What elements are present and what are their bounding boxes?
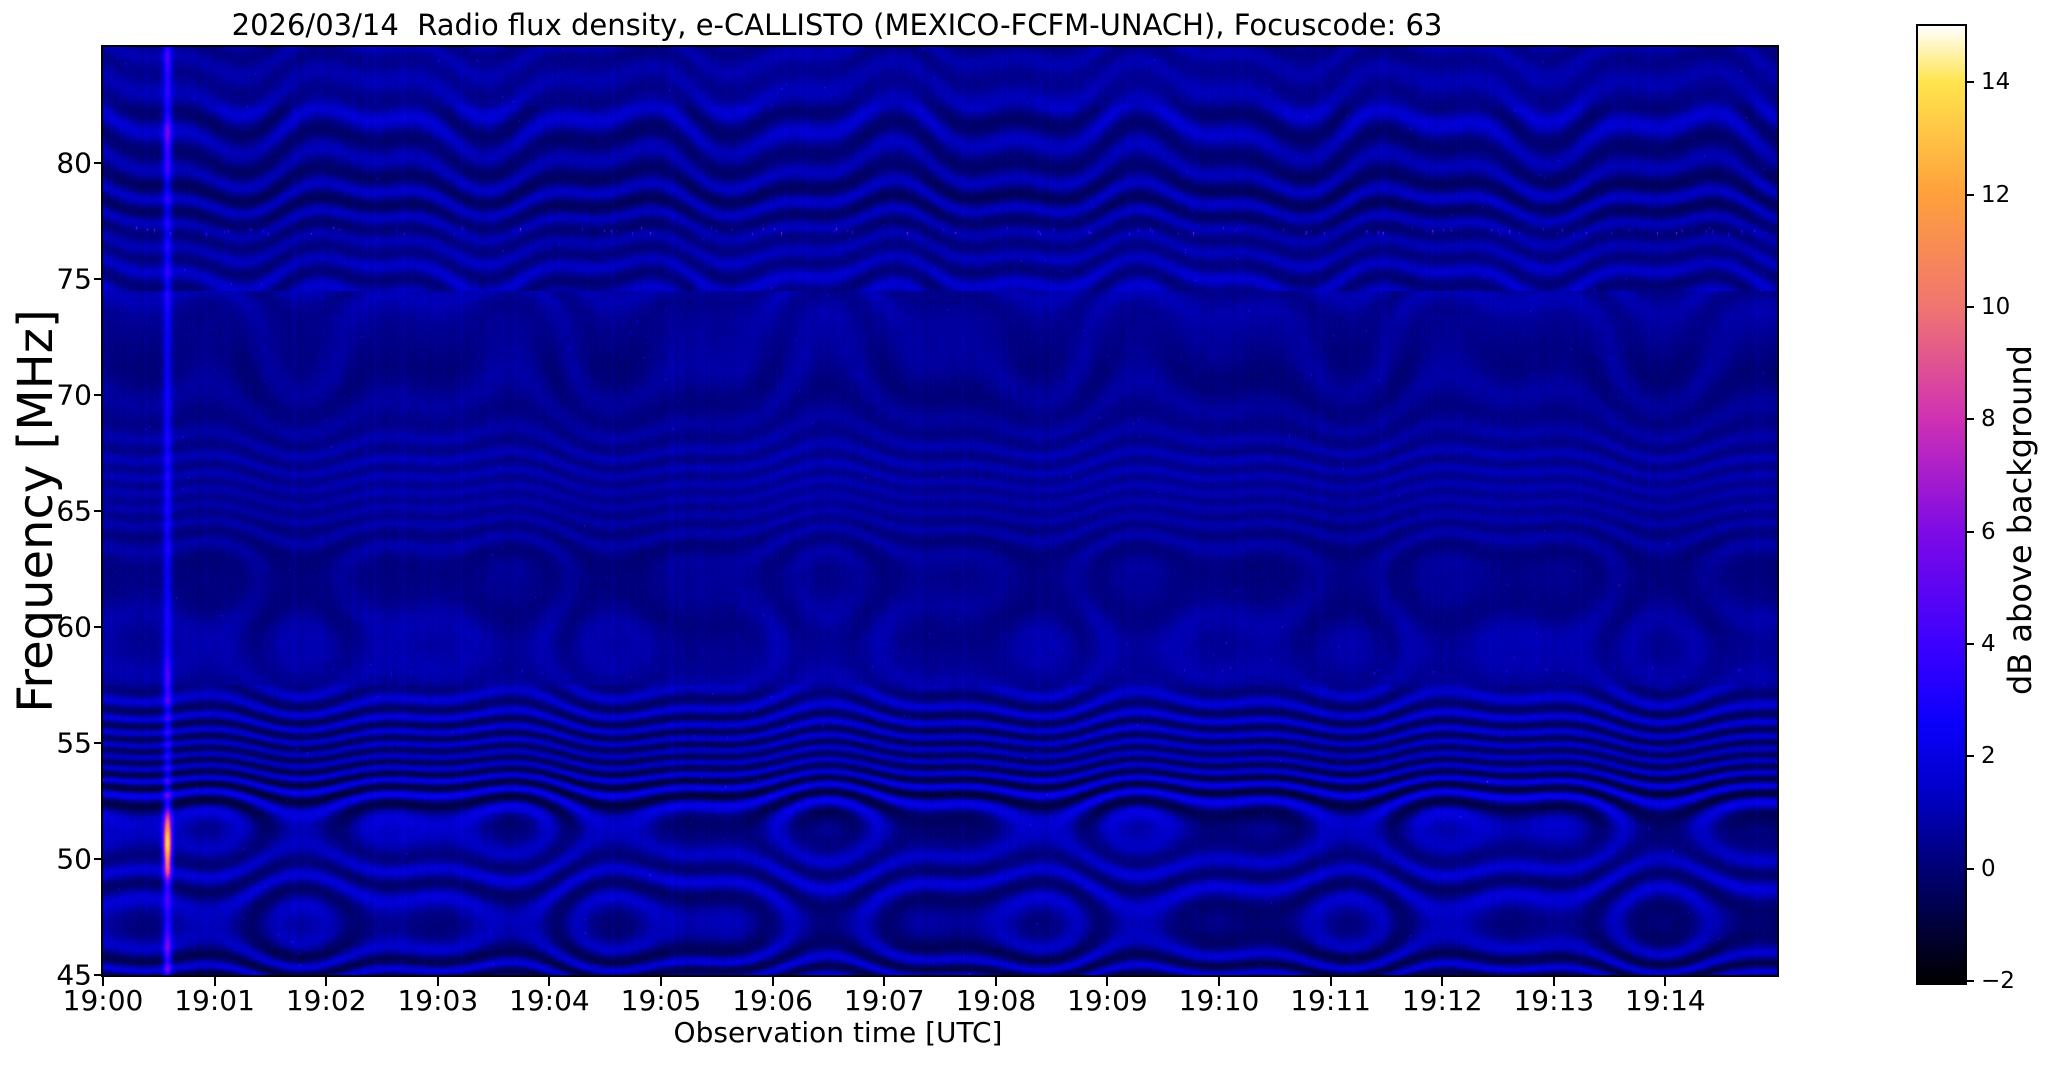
colorbar-tick-mark bbox=[1965, 755, 1974, 758]
x-tick-mark bbox=[325, 977, 328, 986]
x-tick-label: 19:08 bbox=[955, 984, 1037, 1017]
y-tick-label: 45 bbox=[56, 958, 92, 992]
colorbar-tick-label: 6 bbox=[1981, 518, 1996, 545]
y-tick-mark bbox=[94, 394, 103, 396]
y-tick-mark bbox=[94, 742, 103, 744]
x-tick-label: 19:03 bbox=[397, 984, 479, 1017]
x-tick-label: 19:14 bbox=[1625, 984, 1706, 1017]
colorbar-tick-mark bbox=[1965, 980, 1974, 982]
y-tick-label: 70 bbox=[56, 378, 92, 412]
colorbar-tick-mark bbox=[1965, 81, 1974, 84]
x-tick-mark bbox=[1329, 977, 1332, 986]
y-tick-label: 75 bbox=[56, 262, 92, 296]
x-tick-mark bbox=[1441, 977, 1444, 986]
x-tick-mark bbox=[1218, 977, 1220, 986]
colorbar-tick-mark bbox=[1965, 867, 1974, 870]
x-tick-mark bbox=[102, 977, 104, 986]
x-tick-mark bbox=[436, 977, 439, 986]
x-tick-mark bbox=[548, 977, 551, 986]
colorbar-tick-mark bbox=[1965, 642, 1974, 645]
x-tick-mark bbox=[1106, 977, 1109, 986]
colorbar-tick-label: 8 bbox=[1981, 406, 1996, 433]
y-tick-mark bbox=[94, 858, 103, 860]
chart-title: 2026/03/14 Radio flux density, e-CALLIST… bbox=[231, 8, 1443, 42]
x-tick-label: 19:11 bbox=[1290, 984, 1371, 1017]
x-tick-label: 19:12 bbox=[1401, 984, 1483, 1017]
x-tick-mark bbox=[883, 977, 886, 986]
y-tick-label: 65 bbox=[56, 494, 92, 528]
colorbar-tick-mark bbox=[1965, 193, 1974, 196]
y-tick-mark bbox=[94, 510, 103, 512]
y-tick-label: 50 bbox=[56, 842, 92, 876]
y-tick-mark bbox=[94, 278, 103, 280]
y-tick-label: 55 bbox=[56, 726, 92, 760]
colorbar-tick-mark bbox=[1965, 305, 1974, 308]
colorbar-tick-label: 10 bbox=[1981, 293, 2011, 320]
y-tick-mark bbox=[94, 162, 103, 164]
x-tick-mark bbox=[213, 977, 216, 986]
x-tick-mark bbox=[771, 977, 774, 986]
colorbar-tick-label: 14 bbox=[1981, 69, 2011, 96]
x-tick-label: 19:01 bbox=[174, 984, 255, 1017]
colorbar bbox=[1916, 24, 1967, 985]
x-tick-mark bbox=[1552, 977, 1555, 986]
colorbar-label: dB above background bbox=[2001, 345, 2039, 695]
colorbar-tick-label: 0 bbox=[1981, 855, 1996, 882]
x-tick-label: 19:00 bbox=[62, 984, 144, 1017]
colorbar-tick-label: 4 bbox=[1981, 630, 1996, 657]
spectrogram-canvas bbox=[103, 47, 1777, 975]
colorbar-tick-label: 2 bbox=[1981, 743, 1996, 770]
x-tick-label: 19:06 bbox=[732, 984, 813, 1017]
x-tick-label: 19:10 bbox=[1178, 984, 1260, 1017]
x-axis-label: Observation time [UTC] bbox=[673, 1016, 1003, 1049]
spectrogram-plot-area bbox=[101, 45, 1779, 977]
x-tick-label: 19:13 bbox=[1513, 984, 1595, 1017]
x-tick-label: 19:04 bbox=[509, 984, 590, 1017]
colorbar-tick-label: −2 bbox=[1981, 968, 2015, 994]
x-tick-mark bbox=[1664, 977, 1667, 986]
y-tick-label: 60 bbox=[56, 610, 92, 644]
y-tick-mark bbox=[94, 626, 103, 628]
x-tick-label: 19:07 bbox=[843, 984, 925, 1017]
x-tick-label: 19:05 bbox=[620, 984, 702, 1017]
x-tick-label: 19:09 bbox=[1067, 984, 1148, 1017]
colorbar-tick-mark bbox=[1965, 418, 1974, 421]
x-tick-label: 19:02 bbox=[285, 984, 367, 1017]
y-tick-mark bbox=[94, 974, 103, 976]
x-tick-mark bbox=[660, 977, 662, 986]
y-tick-label: 80 bbox=[56, 146, 92, 180]
colorbar-tick-mark bbox=[1965, 530, 1974, 533]
x-tick-mark bbox=[994, 977, 997, 986]
colorbar-tick-label: 12 bbox=[1981, 181, 2011, 208]
y-axis-label: Frequency [MHz] bbox=[8, 309, 64, 713]
